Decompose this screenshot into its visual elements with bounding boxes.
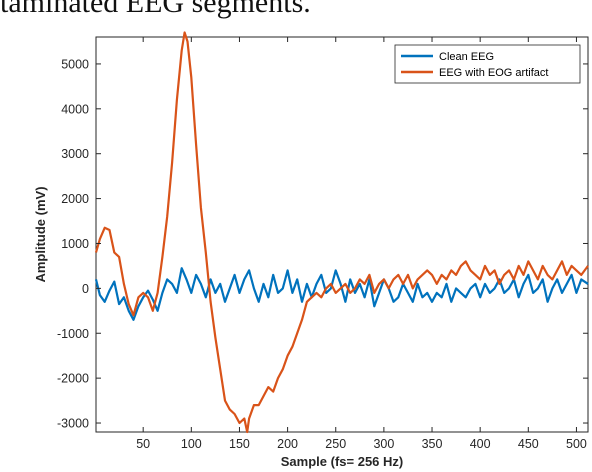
- legend-label-eeg-with-eog-artifact: EEG with EOG artifact: [439, 67, 548, 79]
- y-tick-label: 1000: [61, 237, 89, 251]
- legend: Clean EEG EEG with EOG artifact: [394, 44, 581, 84]
- y-tick-label: -2000: [57, 372, 89, 386]
- x-tick-label: 200: [277, 437, 298, 451]
- x-axis-label: Sample (fs= 256 Hz): [281, 454, 403, 469]
- series-line-eeg-with-eog-artifact: [94, 31, 589, 434]
- y-axis: -3000 -2000 -1000 0 1000 2000 3000 4000 5000: [57, 57, 588, 431]
- series-layer: [94, 31, 589, 434]
- x-tick-label: 250: [325, 437, 346, 451]
- x-tick-label: 300: [373, 437, 394, 451]
- legend-box: [394, 44, 581, 84]
- series-line-clean-eeg: [94, 267, 589, 321]
- caption-fragment: taminated EEG segments.: [0, 0, 311, 19]
- x-tick-label: 350: [422, 437, 443, 451]
- y-tick-label: 0: [82, 282, 89, 296]
- plot-area: [95, 36, 589, 433]
- y-tick-label: 3000: [61, 147, 89, 161]
- y-tick-label: 2000: [61, 192, 89, 206]
- x-tick-label: 100: [181, 437, 202, 451]
- y-tick-label: -3000: [57, 417, 89, 431]
- x-tick-label: 400: [470, 437, 491, 451]
- x-tick-label: 150: [229, 437, 250, 451]
- x-tick-label: 500: [566, 437, 587, 451]
- x-tick-label: 50: [136, 437, 150, 451]
- y-tick-label: -1000: [57, 327, 89, 341]
- y-tick-label: 5000: [61, 57, 89, 71]
- x-tick-label: 450: [518, 437, 539, 451]
- y-tick-label: 4000: [61, 102, 89, 116]
- x-axis: 50 100 150 200 250 300 350 400 450 500: [136, 37, 587, 451]
- y-axis-label: Amplitude (mV): [33, 186, 48, 282]
- legend-label-clean-eeg: Clean EEG: [439, 51, 494, 63]
